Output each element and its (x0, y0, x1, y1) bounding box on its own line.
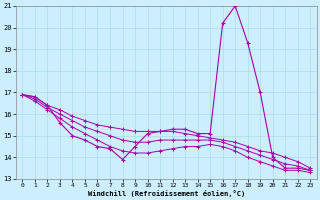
X-axis label: Windchill (Refroidissement éolien,°C): Windchill (Refroidissement éolien,°C) (88, 190, 245, 197)
